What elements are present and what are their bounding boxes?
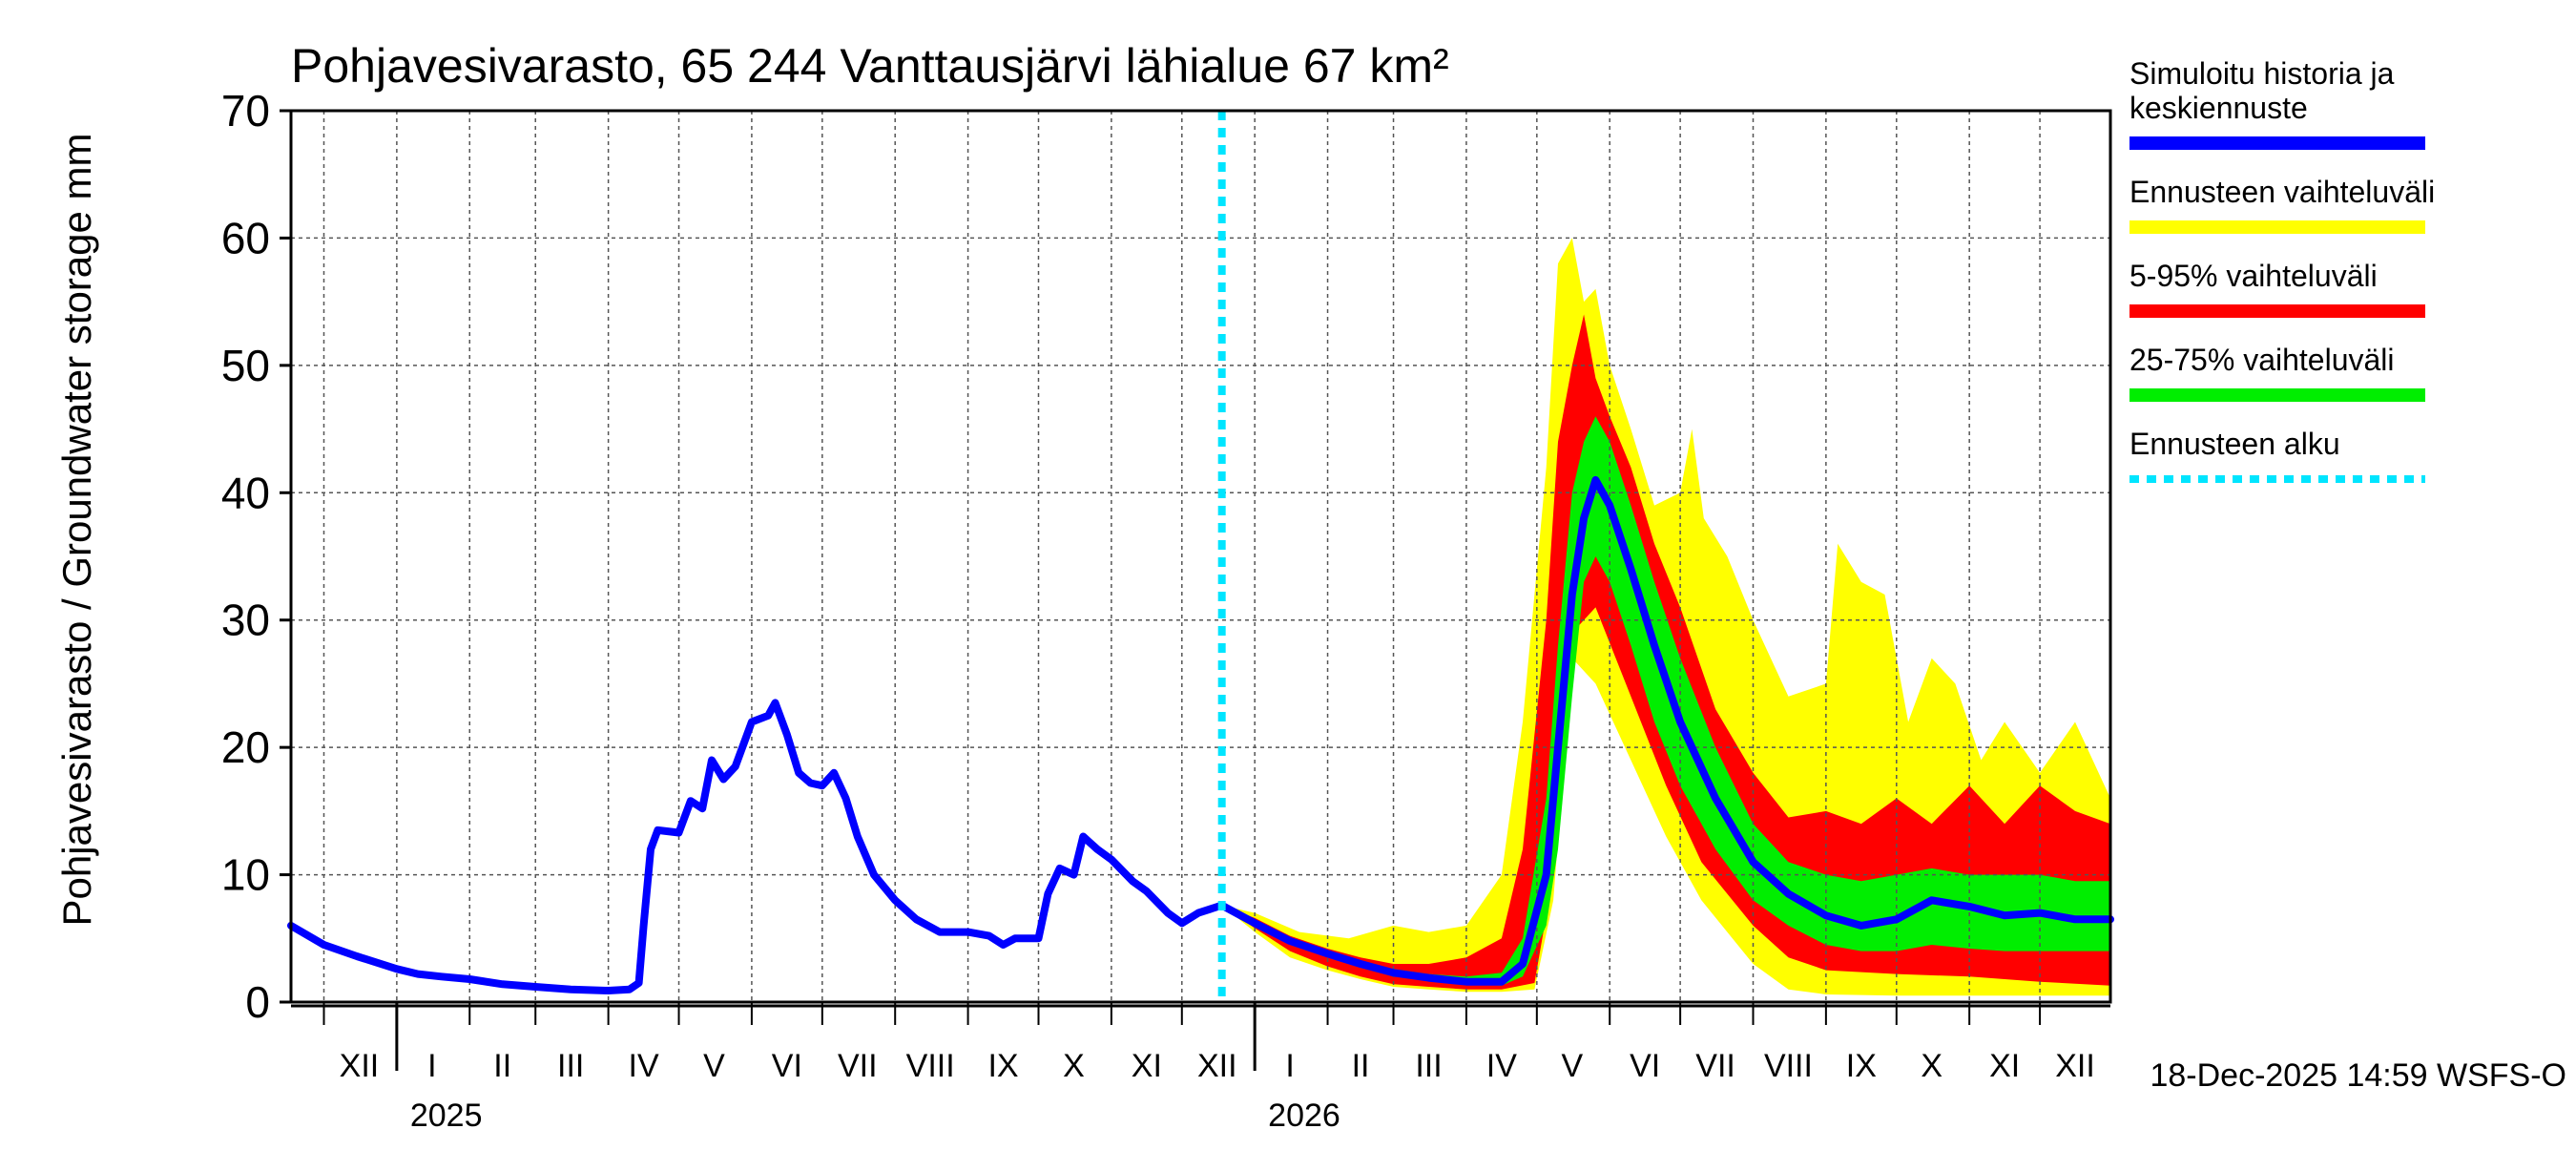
y-tick-label: 40 — [221, 468, 270, 517]
month-label: II — [1352, 1048, 1370, 1084]
month-label: VIII — [1764, 1048, 1813, 1084]
month-label: XI — [1132, 1048, 1162, 1084]
legend-label: 5-95% vaihteluväli — [2129, 259, 2378, 293]
month-label: XI — [1989, 1048, 2020, 1084]
legend-label: 25-75% vaihteluväli — [2129, 343, 2395, 377]
month-label: VIII — [906, 1048, 955, 1084]
month-label: III — [557, 1048, 584, 1084]
series-layer — [287, 475, 2114, 994]
month-label: IV — [1486, 1048, 1517, 1084]
series-history — [287, 699, 1226, 994]
y-tick-label: 30 — [221, 596, 270, 645]
month-label: V — [703, 1048, 725, 1084]
month-label: XII — [2055, 1048, 2095, 1084]
bands-layer — [1221, 238, 2110, 996]
footer-timestamp: 18-Dec-2025 14:59 WSFS-O — [2150, 1057, 2566, 1094]
month-label: VI — [1630, 1048, 1660, 1084]
month-label: VII — [838, 1048, 878, 1084]
y-tick-label: 60 — [221, 213, 270, 262]
y-tick-label: 70 — [221, 86, 270, 136]
month-label: III — [1415, 1048, 1442, 1084]
y-tick-label: 0 — [245, 977, 270, 1027]
month-label: XII — [340, 1048, 380, 1084]
month-label: I — [427, 1048, 436, 1084]
year-label: 2025 — [410, 1098, 483, 1134]
month-label: IV — [629, 1048, 659, 1084]
month-label: VII — [1695, 1048, 1735, 1084]
y-axis: 0 10 20 30 40 50 60 70 — [221, 86, 291, 1027]
legend-label: keskiennuste — [2129, 91, 2308, 125]
x-axis: XII I II III IV V VI VII VIII IX X XI XII I II III IV V VI… — [291, 1002, 2110, 1134]
chart-title: Pohjavesivarasto, 65 244 Vanttausjärvi l… — [291, 39, 1449, 93]
y-tick-label: 50 — [221, 341, 270, 390]
month-label: IX — [1846, 1048, 1877, 1084]
month-label: VI — [772, 1048, 802, 1084]
legend-label: Ennusteen alku — [2129, 427, 2340, 461]
month-label: II — [493, 1048, 511, 1084]
legend-label: Ennusteen vaihteluväli — [2129, 175, 2435, 209]
month-label: XII — [1197, 1048, 1237, 1084]
month-label: I — [1285, 1048, 1294, 1084]
year-label: 2026 — [1268, 1098, 1340, 1134]
month-label: X — [1921, 1048, 1942, 1084]
grid-layer — [291, 111, 2110, 1002]
band-2 — [1221, 416, 2110, 986]
y-tick-label: 20 — [221, 722, 270, 772]
series-median — [1217, 475, 2114, 986]
month-label: X — [1063, 1048, 1085, 1084]
legend-label: Simuloitu historia ja — [2129, 56, 2395, 91]
month-label: V — [1561, 1048, 1583, 1084]
month-label: IX — [987, 1048, 1018, 1084]
plot-frame — [289, 109, 2112, 1004]
y-axis-label: Pohjavesivarasto / Groundwater storage m… — [54, 133, 99, 926]
y-tick-label: 10 — [221, 850, 270, 900]
